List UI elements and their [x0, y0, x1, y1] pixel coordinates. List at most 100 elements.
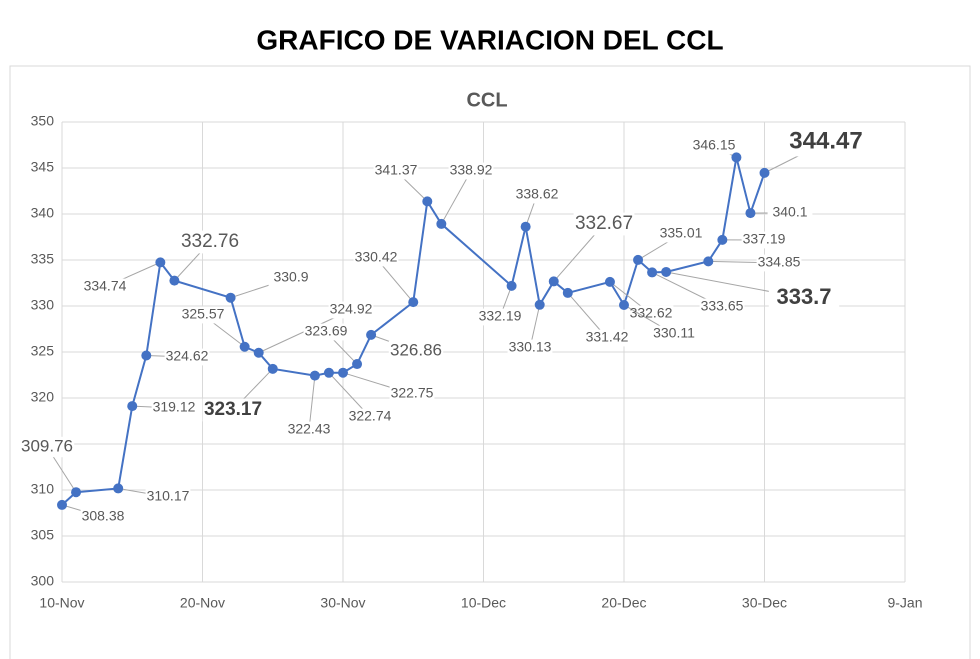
point [548, 276, 559, 287]
label-bg [179, 230, 241, 254]
label-bg [507, 339, 553, 357]
point [633, 254, 644, 265]
x-tick-label: 10-Nov [39, 595, 84, 611]
label-bg [202, 398, 264, 422]
line [61, 157, 766, 506]
label-bg [767, 204, 813, 222]
data-label: 332.19 [479, 308, 522, 324]
point [323, 367, 334, 378]
x-tick-label: 20-Dec [601, 595, 646, 611]
data-label: 333.65 [701, 298, 744, 314]
label-bg [286, 421, 332, 439]
point [619, 299, 629, 310]
data-label: 326.86 [390, 340, 442, 359]
x-tick-label: 10-Dec [461, 595, 506, 611]
data-label: 338.62 [516, 186, 559, 202]
point [267, 363, 278, 374]
data-label: 325.57 [182, 306, 225, 322]
data-label: 334.74 [84, 278, 127, 294]
label-bg [353, 249, 399, 267]
label-bg [756, 254, 802, 272]
label-bg [699, 298, 745, 316]
label-bg [145, 488, 191, 506]
y-tick-label: 340 [31, 205, 55, 221]
data-label: 319.12 [153, 399, 196, 415]
point [141, 350, 152, 361]
label-bg [477, 308, 523, 326]
label-bg [328, 301, 374, 319]
label-bg [164, 348, 210, 366]
point [57, 499, 67, 510]
chart-title: CCL [466, 89, 507, 111]
label-bg [19, 436, 75, 458]
label-bg [768, 284, 840, 312]
label-bg [787, 127, 865, 157]
label-bg [514, 186, 560, 204]
point [759, 167, 770, 178]
data-label: 322.74 [349, 408, 392, 424]
data-label: 309.76 [21, 436, 73, 455]
point [352, 359, 363, 370]
point [127, 401, 138, 412]
label-bg [628, 305, 674, 323]
point [745, 208, 756, 219]
y-tick-label: 350 [31, 113, 55, 129]
data-label: 330.42 [355, 249, 398, 265]
point [113, 483, 124, 494]
x-tick-label: 30-Dec [742, 595, 787, 611]
leader-line [440, 170, 472, 225]
point [604, 276, 615, 287]
label-bg [658, 225, 704, 243]
point [239, 341, 250, 352]
label-bg [82, 278, 128, 296]
point [562, 287, 573, 298]
point [408, 297, 419, 308]
data-label: 324.92 [330, 301, 373, 317]
label-bg [347, 408, 393, 426]
data-label: 330.13 [509, 339, 552, 355]
point [703, 256, 714, 267]
y-tick-label: 335 [31, 251, 55, 267]
label-bg [741, 231, 787, 249]
point [71, 487, 82, 498]
point [717, 234, 728, 245]
data-label: 324.62 [166, 348, 209, 364]
data-label: 337.19 [743, 231, 786, 247]
label-bg [80, 508, 126, 526]
label-bg [268, 269, 314, 287]
data-label: 323.17 [204, 399, 262, 420]
x-tick-label: 20-Nov [180, 595, 225, 611]
point [309, 370, 320, 381]
point [338, 367, 348, 378]
data-label: 340.1 [772, 204, 807, 220]
label-bg [573, 212, 635, 236]
data-label: 331.42 [586, 329, 629, 345]
point [169, 275, 180, 286]
label-bg [151, 399, 197, 417]
y-tick-label: 325 [31, 343, 55, 359]
point [520, 221, 531, 232]
point [155, 257, 166, 268]
y-tick-label: 305 [31, 527, 55, 543]
label-bg [373, 162, 419, 180]
label-bg [389, 385, 435, 403]
data-label: 334.85 [758, 254, 801, 270]
data-label: 310.17 [147, 488, 190, 504]
point [661, 266, 672, 277]
point [534, 299, 545, 310]
data-label: 330.9 [273, 269, 308, 285]
point [731, 152, 742, 163]
x-tick-label: 30-Nov [320, 595, 365, 611]
data-label: 332.62 [630, 305, 673, 321]
point [253, 347, 264, 358]
label-bg [180, 306, 226, 324]
data-label: 333.7 [776, 284, 831, 309]
data-label: 308.38 [82, 508, 125, 524]
y-tick-label: 300 [31, 573, 55, 589]
data-label: 344.47 [789, 127, 862, 154]
point [422, 196, 433, 207]
chart-frame [9, 65, 971, 659]
data-label: 322.75 [391, 385, 434, 401]
